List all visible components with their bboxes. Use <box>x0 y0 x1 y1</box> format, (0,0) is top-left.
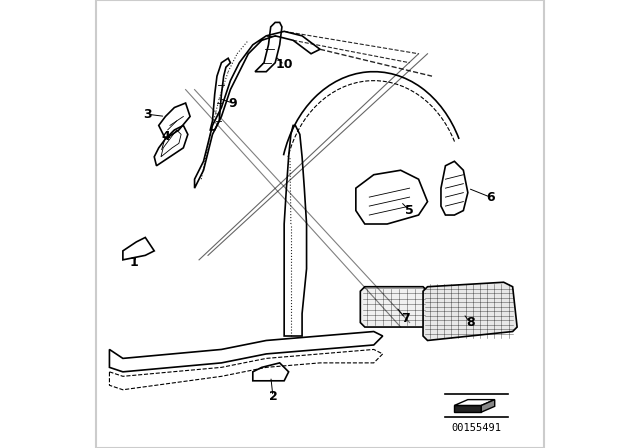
Polygon shape <box>481 400 495 412</box>
Text: 00155491: 00155491 <box>452 423 502 433</box>
Text: 9: 9 <box>228 96 237 110</box>
Polygon shape <box>454 405 481 412</box>
Text: 7: 7 <box>401 311 410 325</box>
Text: 3: 3 <box>143 108 152 121</box>
Polygon shape <box>360 287 428 327</box>
Polygon shape <box>423 282 517 340</box>
Text: 6: 6 <box>486 190 495 204</box>
Polygon shape <box>454 400 495 405</box>
Text: 8: 8 <box>466 316 474 329</box>
Text: 4: 4 <box>161 130 170 143</box>
Text: 5: 5 <box>405 204 414 217</box>
Text: 2: 2 <box>269 390 277 403</box>
Text: 1: 1 <box>130 255 138 269</box>
Text: 10: 10 <box>275 58 293 72</box>
